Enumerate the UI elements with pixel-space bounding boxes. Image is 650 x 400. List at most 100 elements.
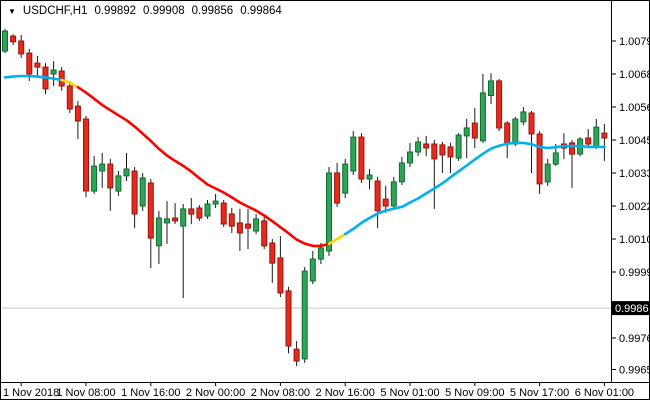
time-tick-label: 5 Nov 01:00 xyxy=(380,387,439,399)
candle-up xyxy=(123,168,130,177)
time-tick-label: 5 Nov 17:00 xyxy=(510,387,569,399)
price-tick-label: 0.99760 xyxy=(619,333,650,345)
candle-up xyxy=(326,172,332,252)
candle-down xyxy=(261,220,268,247)
candle-down xyxy=(245,223,251,229)
ohlc-close: 0.99864 xyxy=(240,5,282,17)
candle-up xyxy=(593,126,600,148)
candle-up xyxy=(2,30,8,52)
candle-down xyxy=(188,208,195,215)
ohlc-high: 0.99908 xyxy=(143,5,185,17)
candle-down xyxy=(536,133,543,185)
time-tick-label: 1 Nov 2018 xyxy=(3,387,59,399)
symbol-ohlc-label: ▼ USDCHF,H1 0.99892 0.99908 0.99856 0.99… xyxy=(8,5,282,17)
candle-up xyxy=(317,247,324,260)
ma-segment xyxy=(343,141,606,236)
candle-down xyxy=(131,170,138,215)
candle-up xyxy=(155,217,162,247)
time-tick-label: 1 Nov 16:00 xyxy=(121,387,180,399)
candle-down xyxy=(285,290,292,347)
current-price-badge: 0.99864 xyxy=(611,301,650,316)
time-tick-label: 5 Nov 09:00 xyxy=(445,387,504,399)
candle-down xyxy=(172,217,179,222)
candle-down xyxy=(439,144,446,156)
candle-up xyxy=(552,152,559,165)
candle-up xyxy=(488,80,494,97)
candle-down xyxy=(334,172,341,204)
ma-line xyxy=(3,74,606,248)
price-tick-label: 1.00795 xyxy=(619,36,650,48)
candle-up xyxy=(180,208,187,227)
candle-up xyxy=(520,111,527,123)
candle-down xyxy=(10,35,17,43)
ma-segment xyxy=(327,232,347,246)
candle-up xyxy=(366,174,373,180)
candle-down xyxy=(431,143,438,160)
candle-up xyxy=(212,200,219,205)
price-tick-label: 1.00680 xyxy=(619,69,650,81)
candle-down xyxy=(504,122,511,145)
candle-down xyxy=(107,163,114,189)
candle-down xyxy=(471,122,478,139)
candle-down xyxy=(147,182,154,239)
candle-up xyxy=(479,92,486,142)
candle-up xyxy=(390,181,397,207)
ma-segment xyxy=(60,78,80,89)
price-tick-label: 0.99990 xyxy=(619,267,650,279)
ohlc-open: 0.99892 xyxy=(94,5,137,17)
candle-down xyxy=(423,143,430,149)
candle-up xyxy=(512,118,519,145)
symbol-label: USDCHF,H1 xyxy=(22,5,88,17)
current-price-badge-value: 0.99864 xyxy=(615,303,650,315)
candle-down xyxy=(196,207,203,219)
ma-segment xyxy=(3,74,64,82)
symbol-dropdown-icon[interactable]: ▼ xyxy=(8,6,16,16)
candle-up xyxy=(398,162,405,183)
price-tick-label: 1.00565 xyxy=(619,102,650,114)
candle-down xyxy=(66,85,73,110)
candles-layer xyxy=(2,28,608,367)
candle-down xyxy=(601,132,608,139)
ohlc-low: 0.99856 xyxy=(191,5,234,17)
candle-down xyxy=(74,105,81,122)
price-tick-label: 1.00105 xyxy=(619,234,650,246)
candle-down xyxy=(447,146,454,158)
candle-up xyxy=(350,136,357,172)
candle-down xyxy=(528,112,535,135)
candle-down xyxy=(374,180,381,212)
candle-up xyxy=(407,151,413,164)
candle-up xyxy=(139,177,146,207)
time-tick-label: 6 Nov 01:00 xyxy=(575,387,634,399)
candle-up xyxy=(309,258,316,282)
time-tick-label: 2 Nov 00:00 xyxy=(186,387,245,399)
price-axis[interactable]: 1.00795 1.00680 1.00565 1.00450 1.00335 1.002… xyxy=(611,1,650,382)
candle-up xyxy=(204,203,211,217)
price-tick-label: 1.00220 xyxy=(619,201,650,213)
ma-segment xyxy=(76,85,331,248)
candle-up xyxy=(99,163,106,172)
candle-down xyxy=(228,213,235,227)
candle-up xyxy=(50,69,57,75)
candle-down xyxy=(358,136,365,180)
candle-down xyxy=(569,142,575,155)
candle-up xyxy=(164,218,170,224)
candle-down xyxy=(382,198,389,207)
candle-down xyxy=(236,222,243,234)
candle-down xyxy=(34,62,41,68)
candle-down xyxy=(496,80,503,129)
candle-down xyxy=(293,348,300,362)
candle-up xyxy=(544,163,551,183)
candle-up xyxy=(91,165,98,192)
candle-up xyxy=(463,127,470,137)
candle-down xyxy=(585,137,592,145)
candle-up xyxy=(342,163,349,194)
price-tick-label: 0.99650 xyxy=(619,365,650,377)
candle-down xyxy=(83,118,89,192)
time-tick-label: 2 Nov 16:00 xyxy=(316,387,375,399)
candle-down xyxy=(18,40,25,55)
candle-up xyxy=(253,218,260,232)
candle-down xyxy=(277,257,284,294)
